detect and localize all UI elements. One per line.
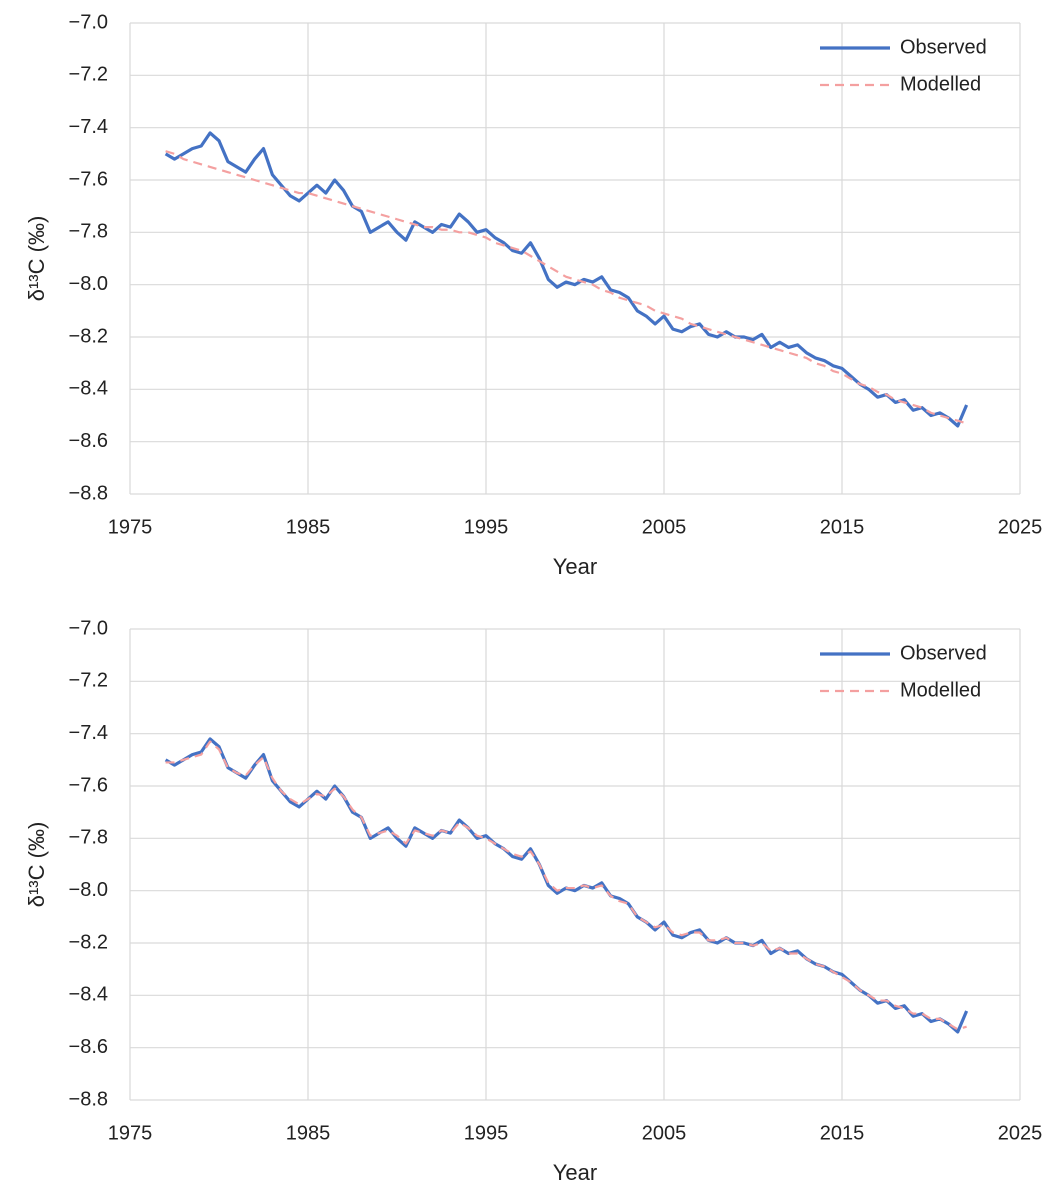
y-tick-label: −7.8 [69, 827, 108, 849]
series-line [165, 740, 967, 1031]
y-tick-label: −7.2 [69, 64, 108, 86]
y-tick-label: −7.6 [69, 168, 108, 190]
x-tick-label: 1995 [464, 516, 509, 538]
y-tick-label: −7.0 [69, 11, 108, 33]
y-tick-label: −8.6 [69, 1036, 108, 1058]
y-axis-label: δ¹³C (‰) [24, 216, 49, 302]
y-tick-label: −8.2 [69, 931, 108, 953]
y-tick-label: −7.4 [69, 116, 108, 138]
y-tick-label: −7.4 [69, 722, 108, 744]
legend-label: Observed [900, 642, 987, 664]
y-tick-label: −8.0 [69, 879, 108, 901]
y-tick-label: −7.6 [69, 774, 108, 796]
x-tick-label: 1985 [286, 516, 331, 538]
x-tick-label: 2005 [642, 1122, 687, 1144]
legend-label: Observed [900, 36, 987, 58]
x-tick-label: 2025 [998, 516, 1043, 538]
y-axis-label: δ¹³C (‰) [24, 822, 49, 908]
y-tick-label: −8.8 [69, 1088, 108, 1110]
y-tick-label: −8.2 [69, 325, 108, 347]
x-tick-label: 2005 [642, 516, 687, 538]
series-line [164, 131, 969, 428]
x-tick-label: 2015 [820, 516, 865, 538]
y-tick-label: −8.4 [69, 984, 108, 1006]
y-tick-label: −8.6 [69, 430, 108, 452]
legend-label: Modelled [900, 679, 981, 701]
x-axis-label: Year [553, 1160, 597, 1185]
y-tick-label: −8.0 [69, 273, 108, 295]
y-tick-label: −7.0 [69, 617, 108, 639]
series-line [164, 737, 969, 1034]
x-tick-label: 2015 [820, 1122, 865, 1144]
legend-label: Modelled [900, 73, 981, 95]
x-tick-label: 1975 [108, 1122, 153, 1144]
y-tick-label: −8.8 [69, 482, 108, 504]
series-line [165, 150, 967, 425]
x-axis-label: Year [553, 554, 597, 579]
y-tick-label: −7.8 [69, 221, 108, 243]
x-tick-label: 1995 [464, 1122, 509, 1144]
y-tick-label: −7.2 [69, 670, 108, 692]
x-tick-label: 2025 [998, 1122, 1043, 1144]
y-tick-label: −8.4 [69, 378, 108, 400]
x-tick-label: 1975 [108, 516, 153, 538]
x-tick-label: 1985 [286, 1122, 331, 1144]
